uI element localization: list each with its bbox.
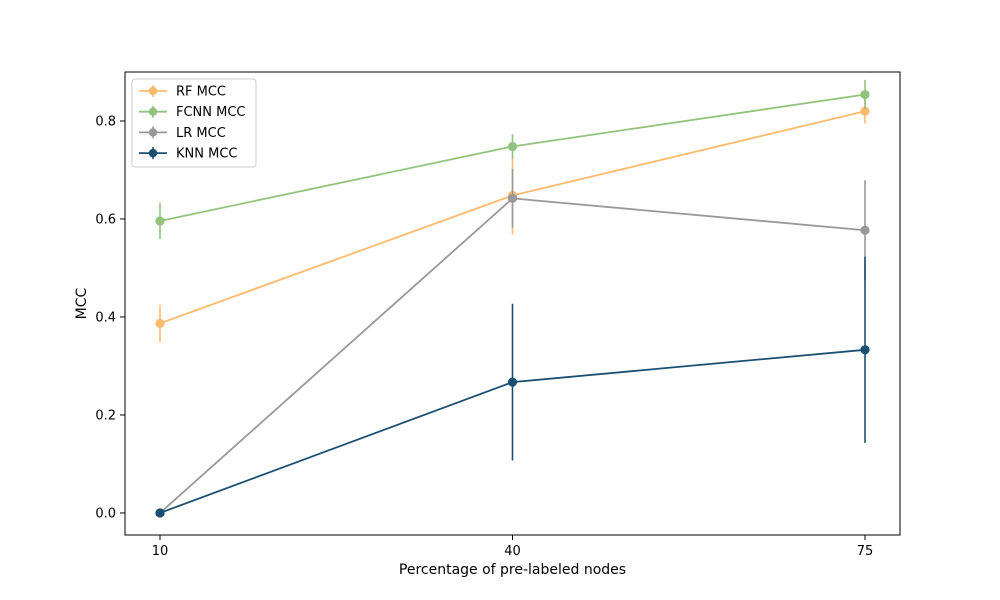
legend-entry: KNN MCC [139, 147, 237, 162]
data-point [507, 193, 518, 204]
y-tick-label: 0.2 [95, 408, 116, 423]
data-point [860, 345, 870, 355]
legend-marker [148, 128, 158, 137]
y-axis-label: MCC [74, 287, 90, 319]
series-layer [155, 79, 870, 518]
series-fcnn-mcc [155, 79, 870, 240]
legend-label: RF MCC [176, 85, 226, 100]
x-tick-label: 10 [152, 544, 169, 559]
data-point [507, 141, 518, 152]
data-point [860, 106, 870, 116]
legend-entry: FCNN MCC [139, 105, 246, 120]
data-point [155, 318, 165, 328]
data-point [507, 377, 518, 387]
data-point [155, 508, 165, 518]
x-tick-label: 75 [857, 544, 874, 559]
series-knn-mcc [155, 256, 870, 518]
x-axis: 10 40 75 [152, 535, 874, 559]
legend-marker [148, 148, 158, 158]
y-tick-label: 0.6 [95, 212, 116, 227]
legend: RF MCC FCNN MCC LR MCC KNN MCC [131, 78, 257, 168]
x-tick-label: 40 [504, 544, 521, 559]
y-axis: 0.0 0.2 0.4 0.6 0.8 [95, 114, 125, 521]
legend-label: FCNN MCC [176, 105, 246, 120]
legend-marker [148, 86, 158, 96]
y-tick-label: 0.8 [95, 114, 116, 129]
data-point [155, 216, 165, 226]
legend-entry: LR MCC [139, 126, 226, 141]
x-axis-label: Percentage of pre-labeled nodes [399, 562, 626, 578]
y-tick-label: 0.0 [95, 506, 116, 521]
legend-label: KNN MCC [176, 147, 237, 162]
data-point [860, 89, 870, 100]
legend-box [131, 78, 257, 168]
legend-marker [148, 107, 158, 116]
legend-entry: RF MCC [139, 85, 226, 100]
y-tick-label: 0.4 [95, 310, 116, 325]
legend-label: LR MCC [176, 126, 226, 141]
data-point [860, 225, 870, 235]
